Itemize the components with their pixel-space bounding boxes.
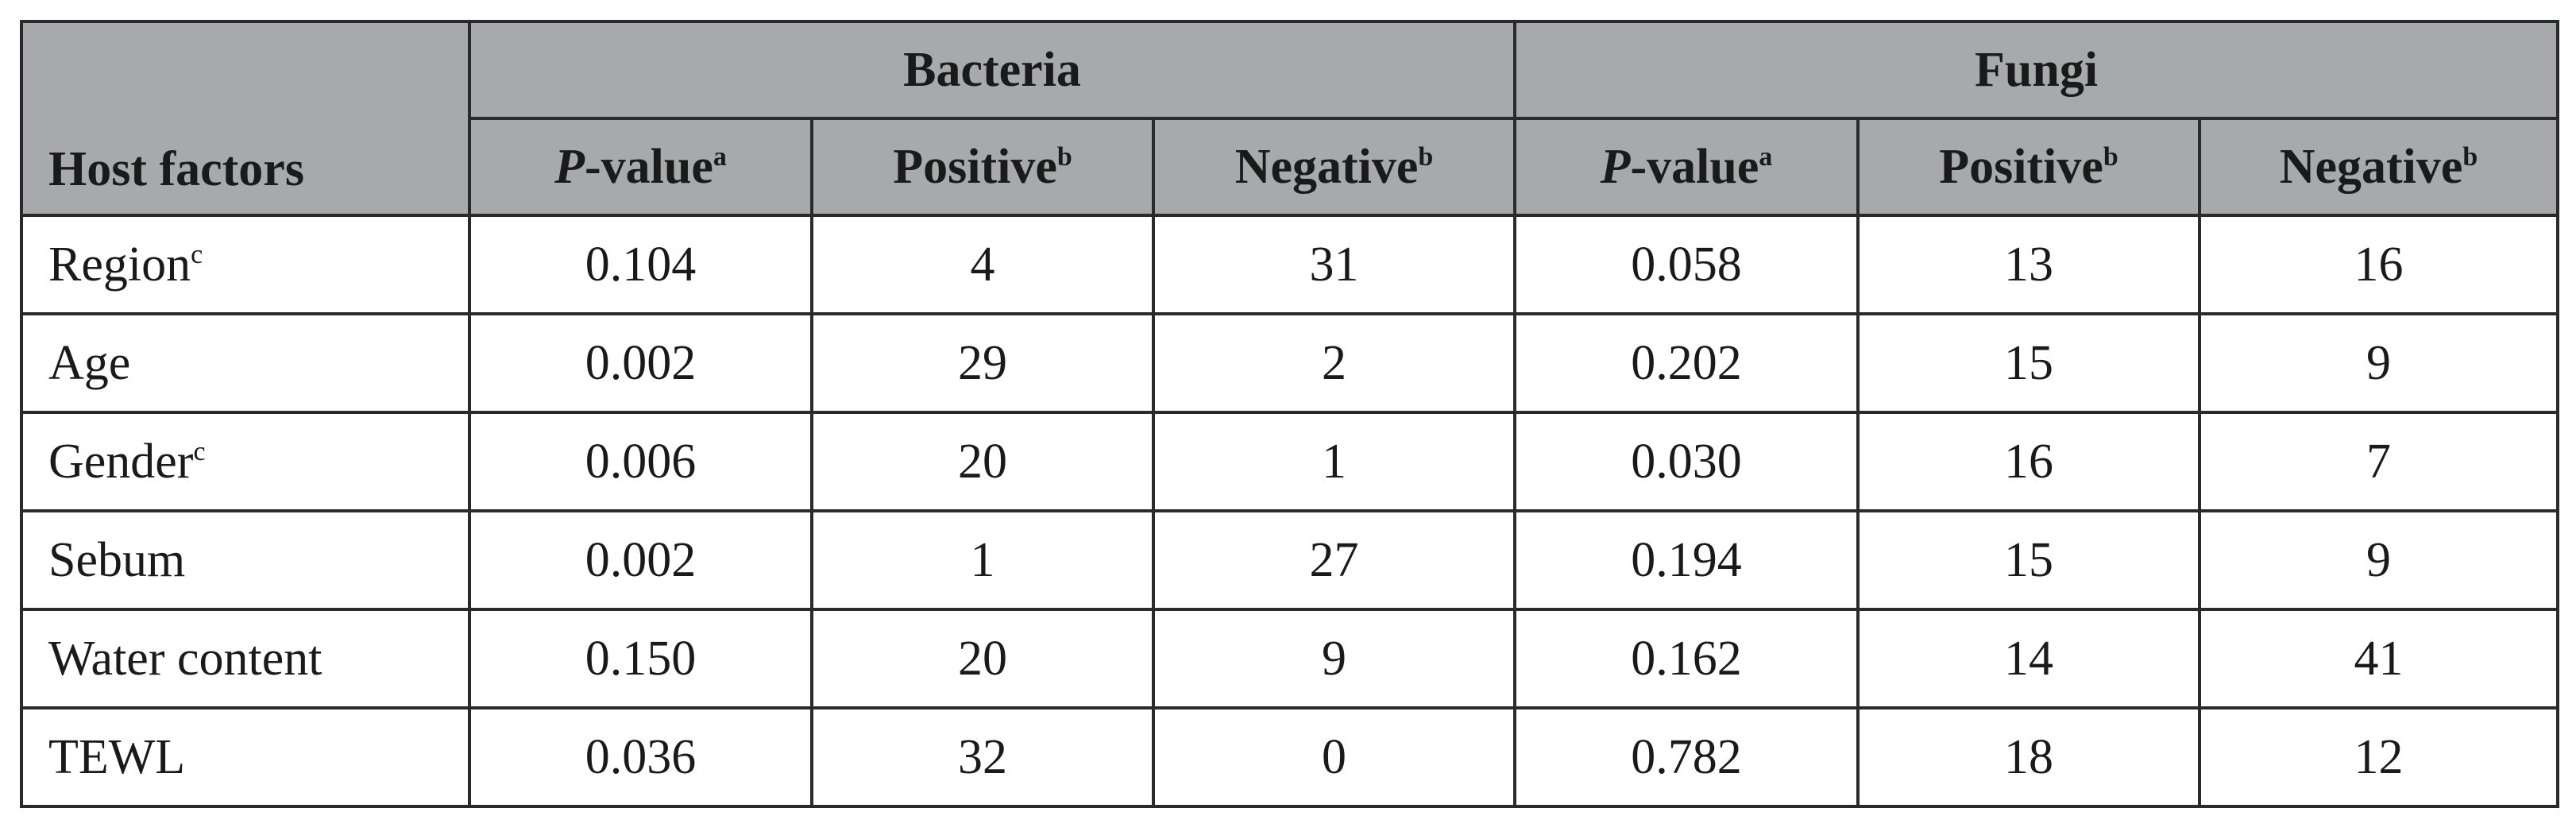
- column-header: Positiveb: [810, 117, 1155, 217]
- value-cell: 0.036: [468, 706, 813, 808]
- footnote-mark: a: [1759, 141, 1773, 172]
- value-cell: 0: [1151, 706, 1517, 808]
- factor-cell: Regionc: [20, 214, 471, 315]
- table-row: Sebum 0.002 1 27 0.194 15 9: [20, 509, 2560, 611]
- value-cell: 29: [810, 312, 1155, 414]
- factor-cell: Sebum: [20, 509, 471, 611]
- factor-text: Sebum: [48, 532, 186, 587]
- group-header: Fungi: [1513, 20, 2560, 120]
- value-cell: 1: [810, 509, 1155, 611]
- group-header: Bacteria: [467, 20, 1517, 120]
- value-cell: 13: [1856, 214, 2202, 315]
- data-table: Host factors Bacteria Fungi P-valuea Positiv…: [20, 20, 2560, 808]
- value-cell: 15: [1856, 509, 2202, 611]
- factor-cell: Water content: [20, 608, 471, 709]
- value-cell: 0.002: [468, 509, 813, 611]
- value-cell: 27: [1151, 509, 1517, 611]
- value-cell: 15: [1856, 312, 2202, 414]
- value-cell: 2: [1151, 312, 1517, 414]
- footnote-mark: b: [1056, 141, 1072, 172]
- column-text: Negative: [2279, 139, 2463, 194]
- table-row: Genderc 0.006 20 1 0.030 16 7: [20, 411, 2560, 512]
- value-cell: 9: [2198, 312, 2560, 414]
- value-cell: 12: [2198, 706, 2560, 808]
- value-cell: 0.194: [1513, 509, 1860, 611]
- table-body: Regionc 0.104 4 31 0.058 13 16 Age 0.002 29 2 0.202…: [20, 214, 2560, 808]
- value-cell: 9: [2198, 509, 2560, 611]
- value-cell: 1: [1151, 411, 1517, 512]
- factor-cell: Age: [20, 312, 471, 414]
- footnote-mark: c: [193, 436, 206, 466]
- value-cell: 4: [810, 214, 1155, 315]
- italic-part: P: [1600, 139, 1631, 194]
- factor-text: Gender: [48, 434, 194, 489]
- value-cell: 0.002: [468, 312, 813, 414]
- factor-text: Age: [48, 335, 131, 390]
- table-header: Host factors Bacteria Fungi P-valuea Positiv…: [20, 20, 2560, 217]
- table-row: TEWL 0.036 32 0 0.782 18 12: [20, 706, 2560, 808]
- column-header: Negativeb: [1151, 117, 1517, 217]
- value-cell: 41: [2198, 608, 2560, 709]
- column-header: Negativeb: [2198, 117, 2560, 217]
- footnote-mark: b: [2462, 141, 2478, 172]
- factor-text: Region: [48, 237, 191, 292]
- value-cell: 20: [810, 608, 1155, 709]
- column-header: P-valuea: [468, 117, 813, 217]
- value-cell: 16: [1856, 411, 2202, 512]
- value-cell: 0.058: [1513, 214, 1860, 315]
- value-cell: 0.104: [468, 214, 813, 315]
- value-cell: 7: [2198, 411, 2560, 512]
- factor-text: Water content: [48, 631, 322, 686]
- column-header: P-valuea: [1513, 117, 1860, 217]
- column-header: Positiveb: [1856, 117, 2202, 217]
- column-text: -value: [585, 139, 713, 194]
- header-cell: Host factors: [20, 20, 471, 217]
- table-row: Water content 0.150 20 9 0.162 14 41: [20, 608, 2560, 709]
- footnote-mark: c: [191, 239, 203, 269]
- factor-cell: Genderc: [20, 411, 471, 512]
- value-cell: 32: [810, 706, 1155, 808]
- factor-cell: TEWL: [20, 706, 471, 808]
- footnote-mark: b: [2103, 141, 2118, 172]
- value-cell: 18: [1856, 706, 2202, 808]
- header-row: P-valuea Positiveb Negativeb P-valuea Positi…: [21, 117, 2560, 217]
- table-row: Age 0.002 29 2 0.202 15 9: [20, 312, 2560, 414]
- value-cell: 16: [2198, 214, 2560, 315]
- header-row: Host factors Bacteria Fungi: [20, 20, 2560, 217]
- table-row: Regionc 0.104 4 31 0.058 13 16: [20, 214, 2560, 315]
- italic-part: P: [554, 139, 585, 194]
- column-text: Positive: [893, 139, 1057, 194]
- value-cell: 0.162: [1513, 608, 1860, 709]
- value-cell: 0.150: [468, 608, 813, 709]
- value-cell: 31: [1151, 214, 1517, 315]
- value-cell: 0.782: [1513, 706, 1860, 808]
- column-text: Positive: [1939, 139, 2103, 194]
- column-text: Negative: [1234, 139, 1419, 194]
- factor-text: TEWL: [48, 729, 186, 784]
- value-cell: 14: [1856, 608, 2202, 709]
- value-cell: 0.030: [1513, 411, 1860, 512]
- value-cell: 20: [810, 411, 1155, 512]
- value-cell: 9: [1151, 608, 1517, 709]
- value-cell: 0.202: [1513, 312, 1860, 414]
- footnote-mark: a: [713, 141, 727, 172]
- footnote-mark: b: [1418, 141, 1434, 172]
- value-cell: 0.006: [468, 411, 813, 512]
- column-text: -value: [1630, 139, 1759, 194]
